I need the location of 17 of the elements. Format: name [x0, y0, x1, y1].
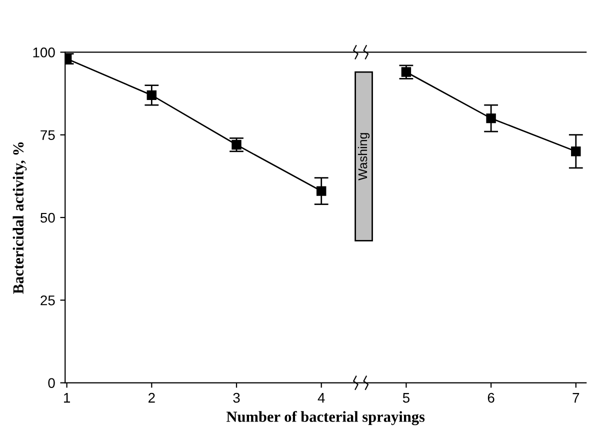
x-tick-label: 1 [64, 393, 70, 403]
x-tick-label: 4 [318, 393, 325, 403]
x-tick-label: 5 [402, 393, 410, 403]
annotation: Washing [358, 133, 370, 180]
point [486, 113, 496, 124]
x-tick-label: 6 [488, 392, 494, 403]
y-tick-label: 0 [48, 378, 55, 388]
y-tick-label: 100 [33, 48, 55, 58]
point [232, 140, 242, 150]
x-tick-label: 7 [572, 393, 580, 403]
y-tick-label: 50 [40, 212, 55, 223]
x-axis-title: Number of bacterial sprayings [226, 411, 425, 426]
y-tick-label: 75 [40, 130, 55, 140]
x-tick-label: 3 [233, 392, 240, 403]
x-tick-label: 2 [148, 392, 155, 403]
y-axis-title: Bactericidal activity, % [12, 142, 27, 294]
y-tick-label: 25 [40, 295, 55, 306]
